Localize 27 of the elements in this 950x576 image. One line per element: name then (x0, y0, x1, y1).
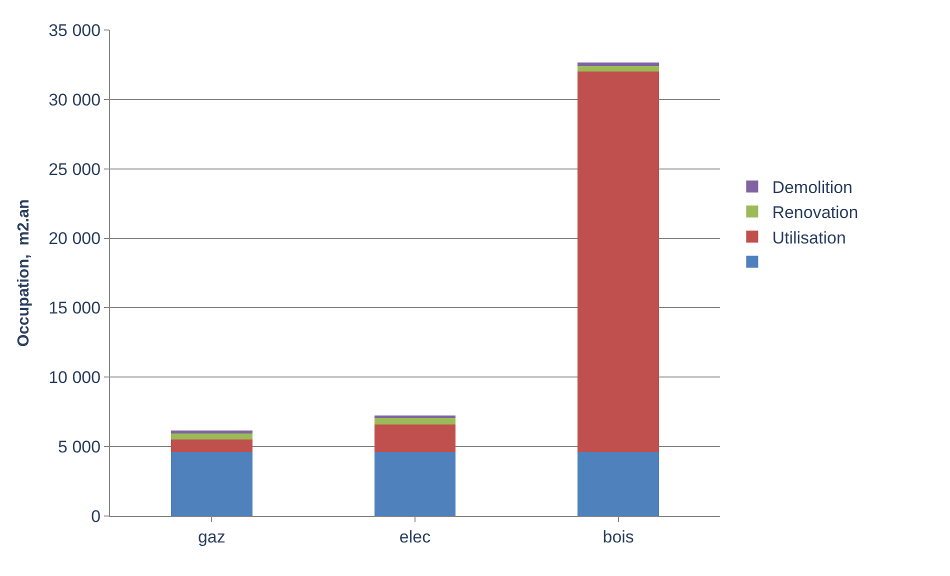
bar (171, 430, 252, 434)
y-tick-label: 15 000 (48, 298, 101, 318)
y-tick-label: 25 000 (48, 160, 101, 179)
y-tick-label: 35 000 (48, 20, 101, 40)
y-tick-label: 5 000 (58, 438, 101, 457)
bar (578, 62, 659, 66)
x-tick-label: elec (399, 527, 432, 546)
bar (374, 415, 456, 418)
bar (171, 433, 252, 440)
y-tick-label: 30 000 (48, 90, 101, 110)
bar (171, 440, 252, 452)
bar (374, 452, 456, 516)
y-tick-label: 20 000 (48, 229, 101, 248)
bar (578, 452, 659, 516)
x-tick-label: bois (602, 527, 634, 546)
y-tick-label: 0 (91, 506, 101, 526)
legend-label: Demolition (772, 178, 853, 198)
y-axis-title: Occupation, m2.an (16, 199, 32, 347)
y-tick-label: 10 000 (48, 368, 101, 388)
legend-label: Utilisation (772, 228, 846, 248)
bar (171, 452, 252, 516)
bar (578, 72, 659, 452)
bar (578, 66, 659, 72)
x-tick-label: gaz (198, 527, 226, 546)
bar (374, 418, 456, 424)
bar (374, 424, 456, 452)
legend-label: Renovation (772, 203, 858, 222)
